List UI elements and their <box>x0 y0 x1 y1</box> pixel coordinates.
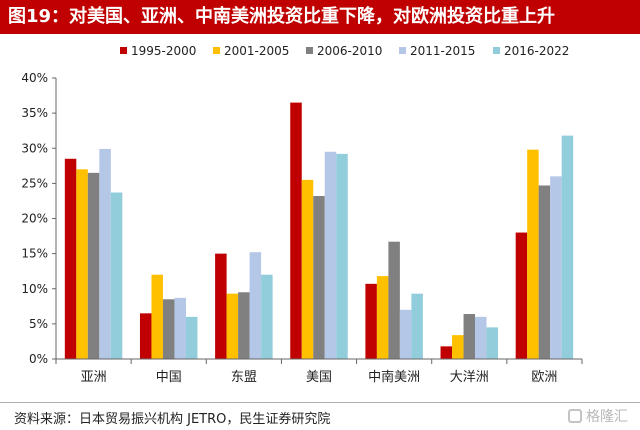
bar <box>527 149 539 359</box>
bar <box>174 297 186 359</box>
legend-label: 2001-2005 <box>224 44 289 58</box>
y-tick-label: 0% <box>29 352 48 366</box>
bar <box>151 274 163 359</box>
category-label: 中南美洲 <box>368 369 420 385</box>
bar <box>336 153 348 359</box>
bar <box>399 309 412 359</box>
legend-label: 1995-2000 <box>131 44 196 58</box>
y-tick-label: 40% <box>21 71 48 85</box>
bar <box>440 346 453 359</box>
bar <box>324 151 337 359</box>
bar <box>538 185 551 359</box>
y-tick-label: 10% <box>21 282 48 296</box>
bar <box>261 274 273 359</box>
bar <box>561 135 574 359</box>
bar <box>313 196 325 359</box>
bar <box>365 283 377 359</box>
y-tick-label: 25% <box>21 176 48 190</box>
bar <box>87 172 100 359</box>
legend: 1995-2000 2001-2005 2006-2010 2011-2015 2016… <box>120 44 569 58</box>
bar <box>388 241 400 359</box>
bar <box>550 176 562 359</box>
bar <box>486 327 499 359</box>
x-axis: 亚洲 中国 东盟 美国 中南美洲 大洋洲 欧洲 <box>55 358 583 385</box>
bar <box>215 253 227 359</box>
legend-label: 2011-2015 <box>410 44 475 58</box>
chart-title: 图19：对美国、亚洲、中南美洲投资比重下降，对欧洲投资比重上升 <box>0 0 640 34</box>
bar <box>99 148 111 359</box>
bar <box>411 293 423 359</box>
category-label: 东盟 <box>231 370 257 385</box>
y-tick-label: 30% <box>21 141 48 155</box>
bar <box>376 276 389 359</box>
bar-chart: 1995-2000 2001-2005 2006-2010 2011-2015 2016… <box>21 44 583 385</box>
bar <box>515 232 528 359</box>
legend-label: 2006-2010 <box>317 44 382 58</box>
bars <box>64 102 574 360</box>
legend-swatch <box>306 47 313 54</box>
bar <box>463 314 476 359</box>
legend-swatch <box>399 47 406 54</box>
category-label: 大洋洲 <box>450 370 489 385</box>
watermark-logo-icon <box>568 409 582 423</box>
y-tick-label: 20% <box>21 212 48 226</box>
bar <box>290 102 302 360</box>
legend-swatch <box>213 47 220 54</box>
bar <box>110 192 123 359</box>
y-tick-label: 15% <box>21 247 48 261</box>
category-label: 中国 <box>156 370 182 385</box>
legend-swatch <box>120 47 127 54</box>
y-tick-label: 35% <box>21 106 48 120</box>
bar <box>238 292 250 359</box>
category-label: 欧洲 <box>531 370 557 385</box>
bar <box>249 252 262 359</box>
bar <box>226 293 239 359</box>
bar <box>139 313 152 359</box>
y-axis: 0% 5% 10% 15% 20% 25% 30% 35% 40% <box>21 71 57 366</box>
watermark: 格隆汇 <box>568 406 628 426</box>
bar <box>185 316 198 359</box>
legend-label: 2016-2022 <box>504 44 569 58</box>
bar <box>475 316 487 359</box>
legend-swatch <box>493 47 500 54</box>
y-tick-label: 5% <box>29 317 48 331</box>
source-note: 资料来源：日本贸易振兴机构 JETRO，民生证券研究院 <box>14 412 331 427</box>
bar <box>452 335 464 359</box>
bar <box>64 158 77 359</box>
bar <box>76 169 88 359</box>
category-label: 美国 <box>306 370 332 385</box>
bar <box>301 179 314 359</box>
footer: 资料来源：日本贸易振兴机构 JETRO，民生证券研究院 格隆汇 <box>0 402 640 430</box>
bar <box>162 299 175 359</box>
category-label: 亚洲 <box>81 370 107 385</box>
watermark-text: 格隆汇 <box>586 409 628 425</box>
